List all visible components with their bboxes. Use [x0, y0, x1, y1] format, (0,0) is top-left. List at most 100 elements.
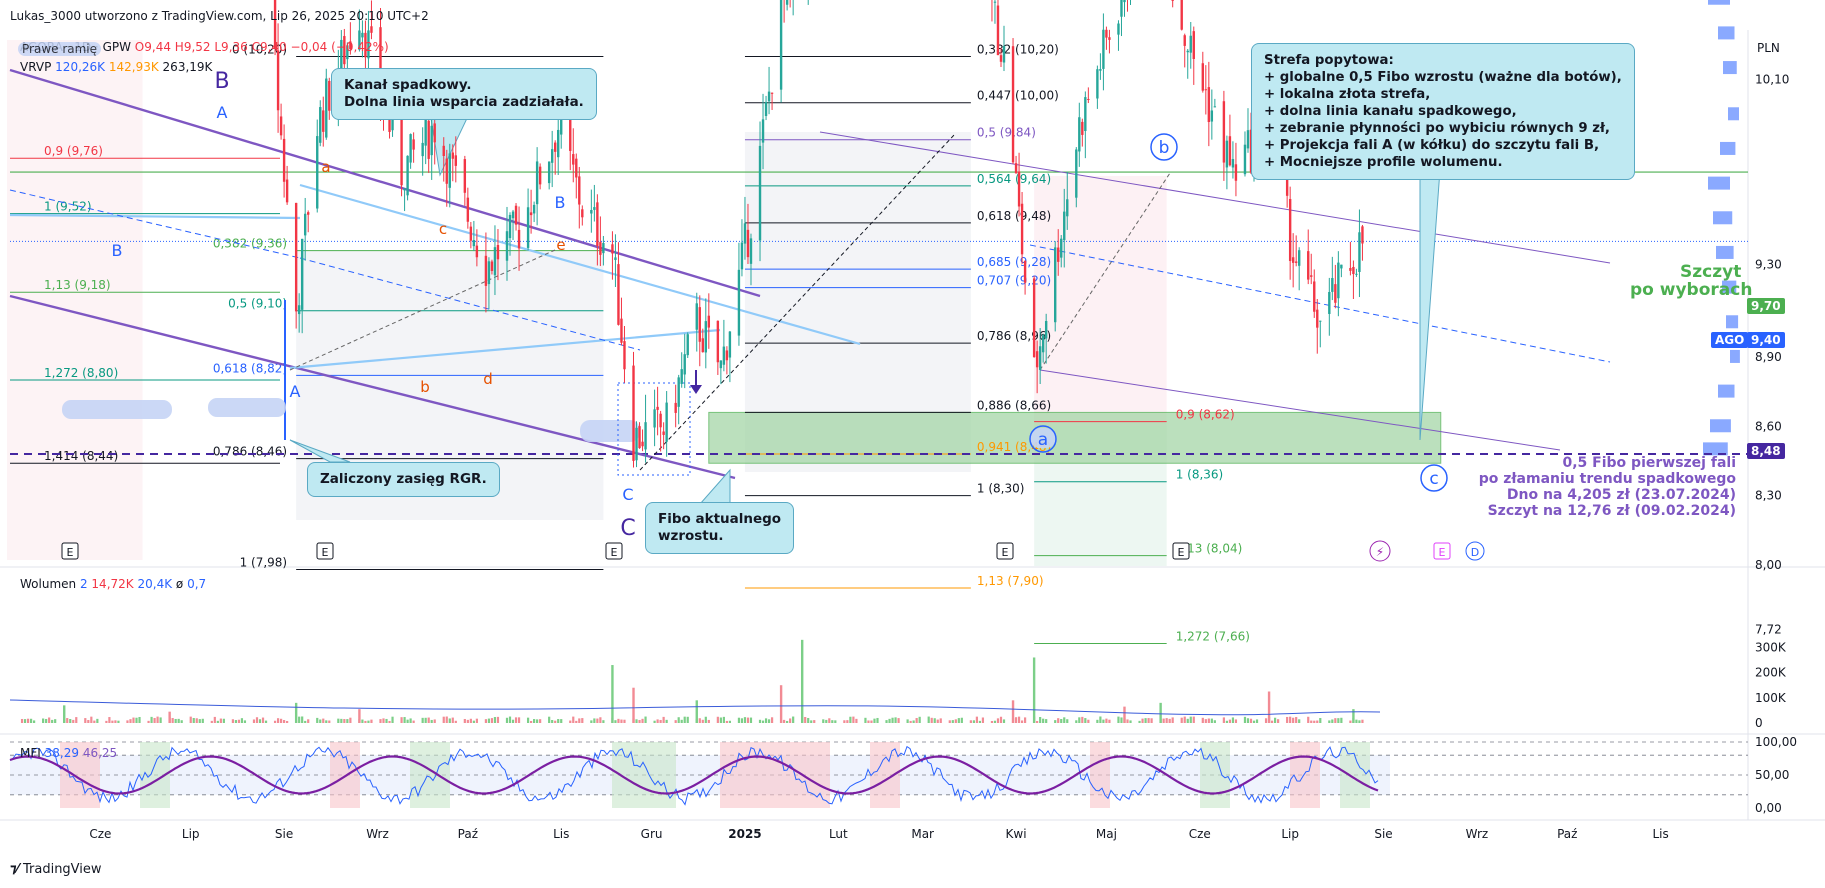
volume-bar: [1225, 720, 1229, 723]
volume-bar: [1081, 716, 1084, 723]
volume-bar: [870, 720, 873, 723]
candle-body: [1294, 261, 1298, 263]
volume-bar: [1084, 718, 1087, 723]
candle-body: [725, 350, 729, 361]
fib-left-label-1: 0,382 (9,36): [213, 237, 287, 251]
fib-right-label-1: 0,9 (8,62): [1176, 408, 1235, 422]
volume-bar: [198, 719, 201, 723]
candle-body: [701, 338, 704, 353]
volume-bar: [1246, 718, 1250, 723]
candle-body: [547, 161, 551, 184]
volume-bar: [424, 717, 427, 723]
volume-bar: [316, 717, 319, 723]
volume-bar: [108, 717, 111, 723]
mfi-zone: [1290, 742, 1320, 808]
vp-bar-up: [1726, 315, 1739, 329]
candle-body: [1084, 97, 1087, 132]
candle-body: [1035, 351, 1039, 368]
change-value: −0,04 (−0,42%): [290, 40, 389, 54]
volume-bar: [789, 718, 792, 723]
volume-bar: [1017, 716, 1021, 723]
volume-bar: [786, 720, 789, 723]
volume-bar: [1126, 719, 1129, 723]
volume-spike: [1032, 657, 1036, 723]
volume-bar: [1102, 719, 1105, 723]
volume-bar: [978, 720, 982, 723]
volume-bar: [105, 720, 108, 723]
fib-mid-label-13: 1,13 (7,90): [977, 574, 1044, 588]
volume-bar: [825, 719, 828, 723]
split-marker-icon: [1369, 540, 1391, 562]
volume-bar: [150, 716, 153, 723]
volume-bar: [72, 719, 75, 723]
fib-leftmost-label-4: 1,414 (8,44): [44, 449, 118, 463]
volume-bar: [578, 718, 581, 723]
volume-bar: [222, 718, 225, 723]
volume-bar: [683, 716, 686, 723]
volume-bar: [1310, 720, 1313, 723]
candle-body: [391, 113, 394, 131]
volume-bar: [764, 718, 768, 723]
volume-bar: [1289, 716, 1292, 723]
candle-body: [1340, 264, 1343, 269]
volume-bar: [1039, 716, 1042, 723]
earnings-letter-1: E: [322, 546, 329, 559]
vol-tick-3: 0: [1755, 716, 1763, 730]
volume-bar: [298, 716, 301, 723]
x-tick-9: Mar: [911, 827, 934, 841]
mfi-zone: [1340, 742, 1370, 808]
volume-bar: [463, 718, 466, 723]
candle-body: [1102, 29, 1105, 69]
volume-bar: [406, 719, 409, 723]
volume-bar: [529, 720, 533, 723]
mfi-legend[interactable]: MFI 38,29 46,25: [20, 746, 117, 760]
candle-body: [466, 197, 470, 222]
volume-bar: [1002, 719, 1006, 723]
volume-bar: [1264, 718, 1268, 723]
candle-body: [704, 321, 708, 353]
callout-fibo: Fibo aktualnego wzrostu.: [645, 502, 795, 554]
trend-lightblue-2: [289, 328, 721, 370]
volume-bar: [54, 719, 57, 723]
volume-bar: [894, 717, 897, 723]
volume-bar: [581, 718, 584, 723]
volume-spike: [358, 709, 361, 723]
volume-bar: [846, 720, 849, 723]
candle-body: [1361, 226, 1364, 244]
currency-label[interactable]: PLN: [1757, 41, 1780, 55]
tv-brand: TradingView: [22, 862, 102, 877]
candle-body: [1246, 130, 1250, 149]
volume-bar: [451, 717, 454, 723]
candle-body: [1011, 46, 1015, 163]
volume-bar: [1234, 719, 1238, 723]
volume-bar: [156, 716, 159, 723]
volume-spike: [1123, 706, 1126, 723]
candle-body: [412, 139, 415, 150]
callout-rgr: Zaliczony zasięg RGR.: [307, 462, 500, 497]
vrvp-legend[interactable]: VRVP 120,26K 142,93K 263,19K: [20, 60, 212, 74]
candle-body: [445, 158, 448, 184]
volume-bar: [20, 718, 24, 723]
candle-body: [370, 26, 373, 33]
tradingview-logo[interactable]: ⁊⁄ TradingView: [10, 862, 102, 877]
fib-mid-label-10: 0,886 (8,66): [977, 398, 1051, 412]
volume-bar: [864, 717, 867, 723]
volume-bar: [322, 718, 325, 723]
candle-body: [1075, 149, 1078, 198]
volume-bar: [129, 719, 132, 723]
candle-body: [1117, 23, 1120, 35]
volume-bar: [412, 720, 415, 723]
candle-body: [1337, 262, 1340, 299]
mfi-v2: 46,25: [82, 746, 118, 760]
high-value: H9,52: [174, 40, 211, 54]
candle-body: [529, 212, 533, 216]
candle-body: [322, 110, 325, 132]
fib-mid-label-9: 0,786 (8,96): [977, 329, 1051, 343]
volume-legend[interactable]: Wolumen 2 14,72K 20,4K ø 0,7: [20, 577, 206, 591]
candle-body: [761, 119, 765, 143]
volume-bar: [177, 718, 180, 723]
volume-bar: [686, 716, 689, 723]
wave-B-big: B: [214, 69, 229, 94]
x-tick-11: Maj: [1096, 827, 1117, 841]
volume-bar: [767, 719, 771, 723]
